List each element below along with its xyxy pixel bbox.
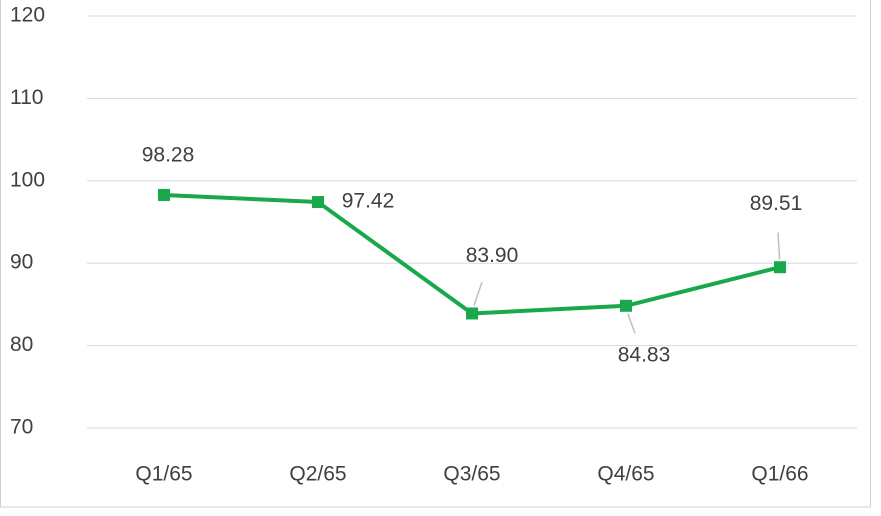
data-label: 97.42	[342, 190, 395, 213]
x-tick-label: Q3/65	[443, 463, 500, 486]
marker	[466, 307, 478, 320]
y-tick-label: 70	[10, 416, 33, 439]
marker	[774, 261, 786, 274]
x-tick-label: Q1/65	[135, 463, 192, 486]
x-tick-label: Q1/66	[751, 463, 808, 486]
y-tick-label: 120	[10, 4, 45, 27]
marker	[312, 196, 324, 209]
chart-frame	[0, 0, 871, 508]
y-tick-label: 80	[10, 333, 33, 356]
y-tick-label: 100	[10, 168, 45, 191]
data-label: 98.28	[142, 144, 195, 167]
leader-line	[627, 313, 636, 334]
data-label: 83.90	[466, 244, 519, 267]
x-tick-label: Q2/65	[289, 463, 346, 486]
y-tick-label: 110	[10, 86, 43, 109]
data-label: 89.51	[750, 192, 803, 215]
y-tick-label: 90	[10, 251, 33, 274]
marker	[158, 188, 170, 201]
x-tick-label: Q4/65	[597, 463, 654, 486]
leader-line	[473, 281, 483, 306]
data-label: 84.83	[618, 343, 671, 366]
marker	[620, 299, 632, 312]
leader-line	[777, 232, 781, 260]
